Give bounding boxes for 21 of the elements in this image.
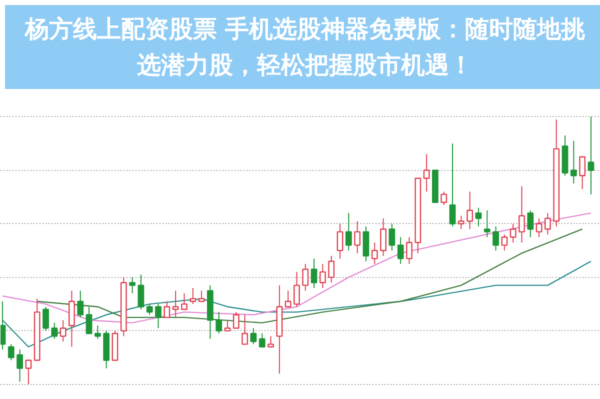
- candlestick: [397, 236, 404, 264]
- candlestick: [475, 207, 482, 227]
- candlestick: [68, 290, 75, 348]
- candlestick: [371, 242, 378, 264]
- candlestick: [172, 290, 179, 318]
- candlestick: [588, 116, 594, 195]
- candlestick: [380, 218, 386, 256]
- candlestick: [276, 284, 283, 374]
- candlestick: [466, 191, 474, 230]
- candlestick: [320, 263, 326, 288]
- candlestick: [42, 306, 49, 332]
- chart-title: 杨方线上配资股票 手机选股神器免费版：随时随地挑选潜力股，轻松把握股市机遇！: [23, 14, 586, 81]
- candlestick: [8, 344, 14, 361]
- candlestick: [406, 236, 412, 264]
- candlestick: [16, 349, 23, 382]
- candlestick: [310, 258, 318, 288]
- candlestick: [544, 212, 551, 235]
- candlestick: [518, 186, 525, 243]
- candlestick: [570, 140, 577, 184]
- candlestick: [553, 118, 560, 227]
- candlestick: [423, 154, 430, 192]
